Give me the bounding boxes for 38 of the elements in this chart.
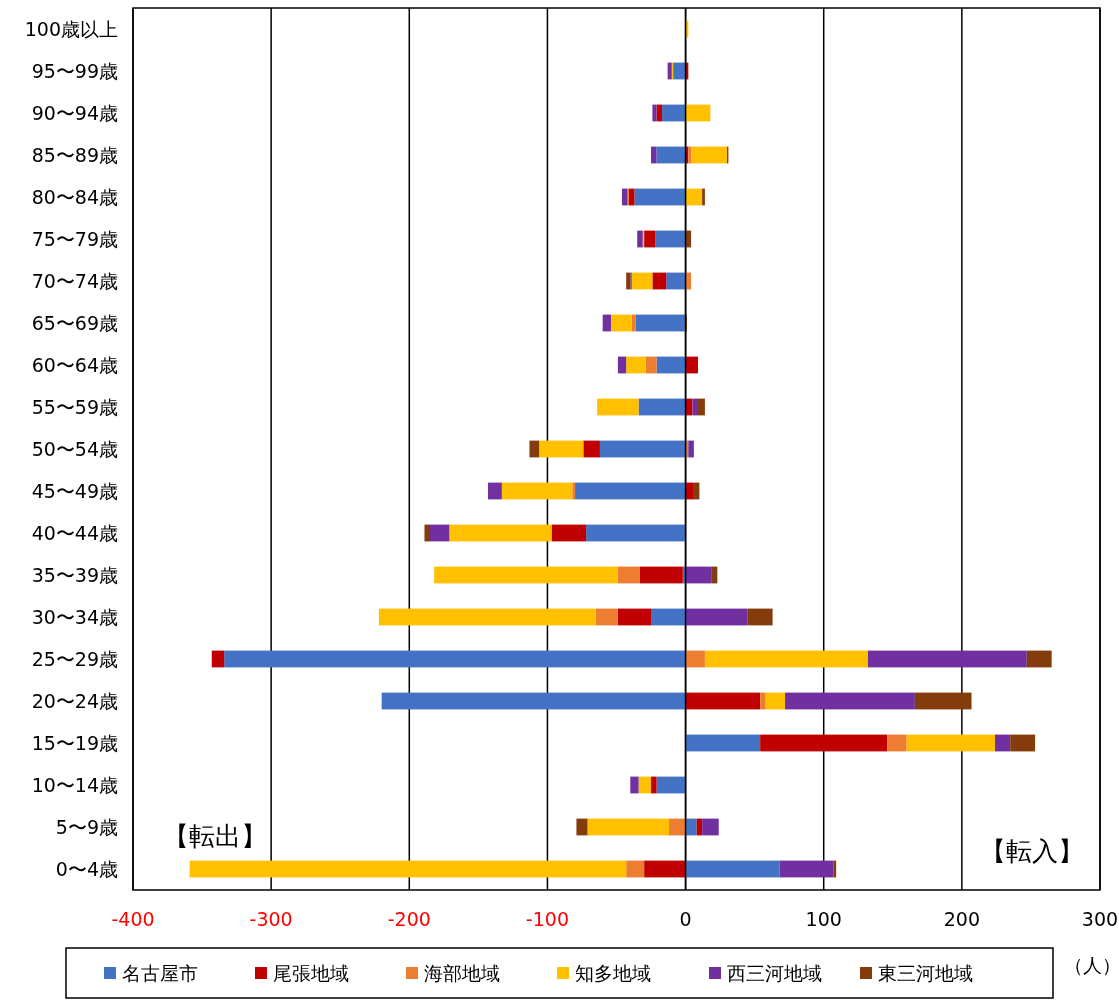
x-tick-label: -200 xyxy=(387,908,431,930)
x-tick-label: -100 xyxy=(525,908,569,930)
y-tick-label: 55〜59歳 xyxy=(31,396,118,418)
x-tick-label: -400 xyxy=(111,908,155,930)
y-tick-label: 65〜69歳 xyxy=(31,312,118,334)
legend-label: 海部地域 xyxy=(424,962,500,984)
annotation: 【転入】 xyxy=(980,836,1084,866)
y-tick-label: 35〜39歳 xyxy=(31,564,118,586)
y-tick-label: 70〜74歳 xyxy=(31,270,118,292)
y-tick-label: 20〜24歳 xyxy=(31,690,118,712)
x-axis-title: （人） xyxy=(1063,954,1119,976)
y-tick-label: 95〜99歳 xyxy=(31,60,118,82)
legend-label: 知多地域 xyxy=(575,962,651,984)
y-tick-label: 60〜64歳 xyxy=(31,354,118,376)
y-tick-label: 80〜84歳 xyxy=(31,186,118,208)
x-tick-label: -300 xyxy=(249,908,293,930)
x-tick-label: 300 xyxy=(1081,908,1119,930)
y-tick-label: 75〜79歳 xyxy=(31,228,118,250)
y-tick-label: 50〜54歳 xyxy=(31,438,118,460)
y-tick-label: 15〜19歳 xyxy=(31,732,118,754)
y-tick-label: 25〜29歳 xyxy=(31,648,118,670)
y-tick-label: 10〜14歳 xyxy=(31,774,118,796)
legend-label: 尾張地域 xyxy=(273,962,349,984)
x-tick-label: 100 xyxy=(805,908,842,930)
y-tick-label: 0〜4歳 xyxy=(55,858,118,880)
x-tick-label: 0 xyxy=(679,908,692,930)
y-tick-label: 45〜49歳 xyxy=(31,480,118,502)
y-tick-label: 90〜94歳 xyxy=(31,102,118,124)
y-tick-label: 85〜89歳 xyxy=(31,144,118,166)
legend-label: 東三河地域 xyxy=(878,962,973,984)
y-tick-label: 30〜34歳 xyxy=(31,606,118,628)
x-tick-label: 200 xyxy=(943,908,980,930)
annotation: 【転出】 xyxy=(163,821,267,851)
legend-label: 名古屋市 xyxy=(122,962,198,984)
y-tick-label: 100歳以上 xyxy=(24,18,118,40)
y-tick-label: 40〜44歳 xyxy=(31,522,118,544)
legend-label: 西三河地域 xyxy=(727,962,822,984)
y-tick-label: 5〜9歳 xyxy=(55,816,118,838)
